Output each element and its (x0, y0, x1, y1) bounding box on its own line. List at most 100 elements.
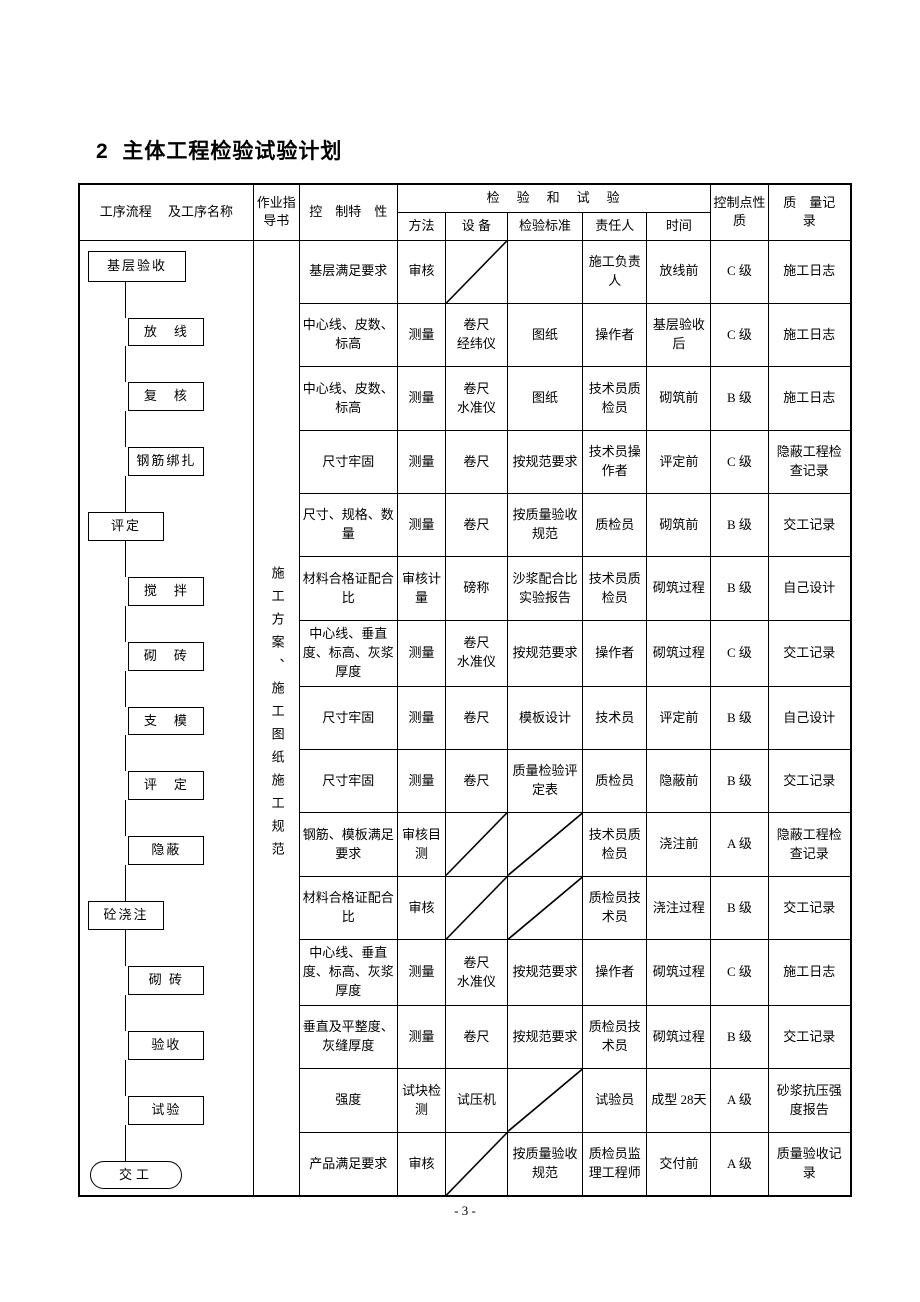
section-title-text: 主体工程检验试验计划 (122, 140, 342, 163)
cell-method: 审核 (397, 876, 445, 939)
cell-time: 放线前 (647, 240, 711, 303)
cell-standard (507, 240, 582, 303)
cell-method: 测量 (397, 430, 445, 493)
flow-node: 验收 (128, 1031, 204, 1060)
cell-equipment: 卷尺 (446, 750, 508, 813)
cell-method: 测量 (397, 750, 445, 813)
flow-connector (125, 541, 126, 577)
cell-record: 砂浆抗压强度报告 (768, 1069, 850, 1132)
cell-control: 中心线、垂直度、标高、灰浆厚度 (299, 620, 397, 686)
cell-record: 隐蔽工程检查记录 (768, 813, 850, 876)
cell-responsible: 质检员监理工程师 (583, 1132, 647, 1196)
cell-method: 测量 (397, 367, 445, 430)
cell-standard: 按规范要求 (507, 430, 582, 493)
cell-level: B 级 (711, 876, 768, 939)
cell-method: 审核目测 (397, 813, 445, 876)
section-number: 2 (96, 140, 109, 163)
cell-responsible: 操作者 (583, 940, 647, 1006)
cell-standard: 模板设计 (507, 686, 582, 749)
cell-responsible: 操作者 (583, 620, 647, 686)
hdr-equipment: 设 备 (446, 212, 508, 240)
cell-responsible: 试验员 (583, 1069, 647, 1132)
cell-method: 测量 (397, 686, 445, 749)
cell-standard: 图纸 (507, 304, 582, 367)
cell-control: 材料合格证配合比 (299, 557, 397, 620)
hdr-time: 时间 (647, 212, 711, 240)
cell-responsible: 质检员技术员 (583, 876, 647, 939)
cell-time: 交付前 (647, 1132, 711, 1196)
cell-time: 隐蔽前 (647, 750, 711, 813)
cell-equipment: 卷尺水准仪 (446, 367, 508, 430)
hdr-control: 控 制特 性 (299, 185, 397, 241)
cell-equipment (446, 1132, 508, 1196)
flow-node: 支 模 (128, 707, 204, 736)
cell-standard: 按规范要求 (507, 1006, 582, 1069)
cell-control: 尺寸牢固 (299, 750, 397, 813)
flow-node: 评 定 (128, 771, 204, 800)
hdr-record: 质 量记 录 (768, 185, 850, 241)
cell-record: 质量验收记录 (768, 1132, 850, 1196)
page-number: - 3 - (78, 1203, 852, 1219)
flow-connector (125, 995, 126, 1031)
table-row: 基层验收放 线复 核钢筋绑扎评定搅 拌砌 砖支 模评 定隐蔽砼浇注砌 砖验收试验… (80, 240, 851, 303)
cell-control: 中心线、皮数、标高 (299, 304, 397, 367)
hdr-standard: 检验标准 (507, 212, 582, 240)
cell-control: 钢筋、模板满足要求 (299, 813, 397, 876)
cell-level: C 级 (711, 940, 768, 1006)
cell-record: 自己设计 (768, 686, 850, 749)
cell-control: 材料合格证配合比 (299, 876, 397, 939)
cell-control: 尺寸、规格、数量 (299, 494, 397, 557)
cell-time: 砌筑过程 (647, 557, 711, 620)
cell-responsible: 操作者 (583, 304, 647, 367)
flow-connector (125, 1060, 126, 1096)
hdr-method: 方法 (397, 212, 445, 240)
cell-method: 测量 (397, 304, 445, 367)
cell-responsible: 技术员质检员 (583, 367, 647, 430)
flow-node: 基层验收 (88, 251, 186, 282)
flow-connector (125, 800, 126, 836)
cell-standard (507, 1069, 582, 1132)
cell-equipment: 卷尺 (446, 1006, 508, 1069)
flow-column: 基层验收放 线复 核钢筋绑扎评定搅 拌砌 砖支 模评 定隐蔽砼浇注砌 砖验收试验… (80, 240, 254, 1196)
cell-level: A 级 (711, 1069, 768, 1132)
cell-time: 浇注前 (647, 813, 711, 876)
cell-responsible: 质检员技术员 (583, 1006, 647, 1069)
cell-standard: 按规范要求 (507, 620, 582, 686)
cell-responsible: 质检员 (583, 494, 647, 557)
cell-standard: 沙浆配合比实验报告 (507, 557, 582, 620)
flow-node: 钢筋绑扎 (128, 447, 204, 476)
flow-connector (125, 671, 126, 707)
guide-column: 施工方案、施工图纸施工规范 (253, 240, 299, 1196)
cell-record: 交工记录 (768, 494, 850, 557)
cell-record: 交工记录 (768, 876, 850, 939)
cell-equipment: 卷尺经纬仪 (446, 304, 508, 367)
cell-responsible: 施工负责人 (583, 240, 647, 303)
plan-table: 工序流程 及工序名称 作业指导书 控 制特 性 检 验 和 试 验 控制点性质 … (79, 184, 851, 1196)
cell-level: B 级 (711, 750, 768, 813)
cell-record: 施工日志 (768, 304, 850, 367)
cell-control: 产品满足要求 (299, 1132, 397, 1196)
cell-responsible: 技术员 (583, 686, 647, 749)
cell-level: C 级 (711, 620, 768, 686)
flow-connector (125, 606, 126, 642)
cell-responsible: 质检员 (583, 750, 647, 813)
flow-connector (125, 930, 126, 966)
cell-standard: 按质量验收规范 (507, 1132, 582, 1196)
cell-level: C 级 (711, 304, 768, 367)
cell-time: 砌筑过程 (647, 1006, 711, 1069)
cell-time: 成型 28天 (647, 1069, 711, 1132)
cell-responsible: 技术员质检员 (583, 813, 647, 876)
cell-equipment: 卷尺水准仪 (446, 940, 508, 1006)
cell-method: 审核 (397, 240, 445, 303)
cell-level: B 级 (711, 494, 768, 557)
cell-equipment: 试压机 (446, 1069, 508, 1132)
cell-control: 中心线、垂直度、标高、灰浆厚度 (299, 940, 397, 1006)
cell-time: 评定前 (647, 430, 711, 493)
cell-method: 测量 (397, 940, 445, 1006)
cell-time: 砌筑过程 (647, 940, 711, 1006)
cell-method: 测量 (397, 494, 445, 557)
section-title: 2 主体工程检验试验计划 (96, 135, 852, 165)
cell-equipment (446, 876, 508, 939)
cell-equipment: 卷尺水准仪 (446, 620, 508, 686)
cell-record: 交工记录 (768, 750, 850, 813)
